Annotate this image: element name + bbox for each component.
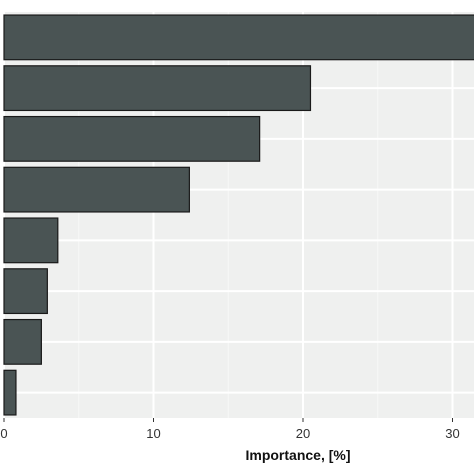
bar bbox=[3, 268, 48, 315]
x-tick-label: 20 bbox=[296, 426, 310, 441]
x-tick-label: 0 bbox=[0, 426, 7, 441]
bar bbox=[3, 166, 190, 213]
bars bbox=[3, 14, 474, 416]
x-axis-ticks: 0 10 20 30 bbox=[0, 418, 460, 441]
x-tick-label: 10 bbox=[146, 426, 160, 441]
bar bbox=[3, 217, 59, 264]
bar bbox=[3, 318, 42, 365]
bar bbox=[3, 369, 17, 416]
x-tick-label: 30 bbox=[445, 426, 459, 441]
bar bbox=[3, 65, 312, 112]
bar bbox=[3, 115, 261, 162]
bar bbox=[3, 14, 474, 61]
x-axis-title: Importance, [%] bbox=[245, 447, 350, 463]
